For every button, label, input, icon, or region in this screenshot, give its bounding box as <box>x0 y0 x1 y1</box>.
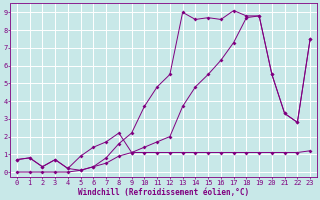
X-axis label: Windchill (Refroidissement éolien,°C): Windchill (Refroidissement éolien,°C) <box>78 188 249 197</box>
